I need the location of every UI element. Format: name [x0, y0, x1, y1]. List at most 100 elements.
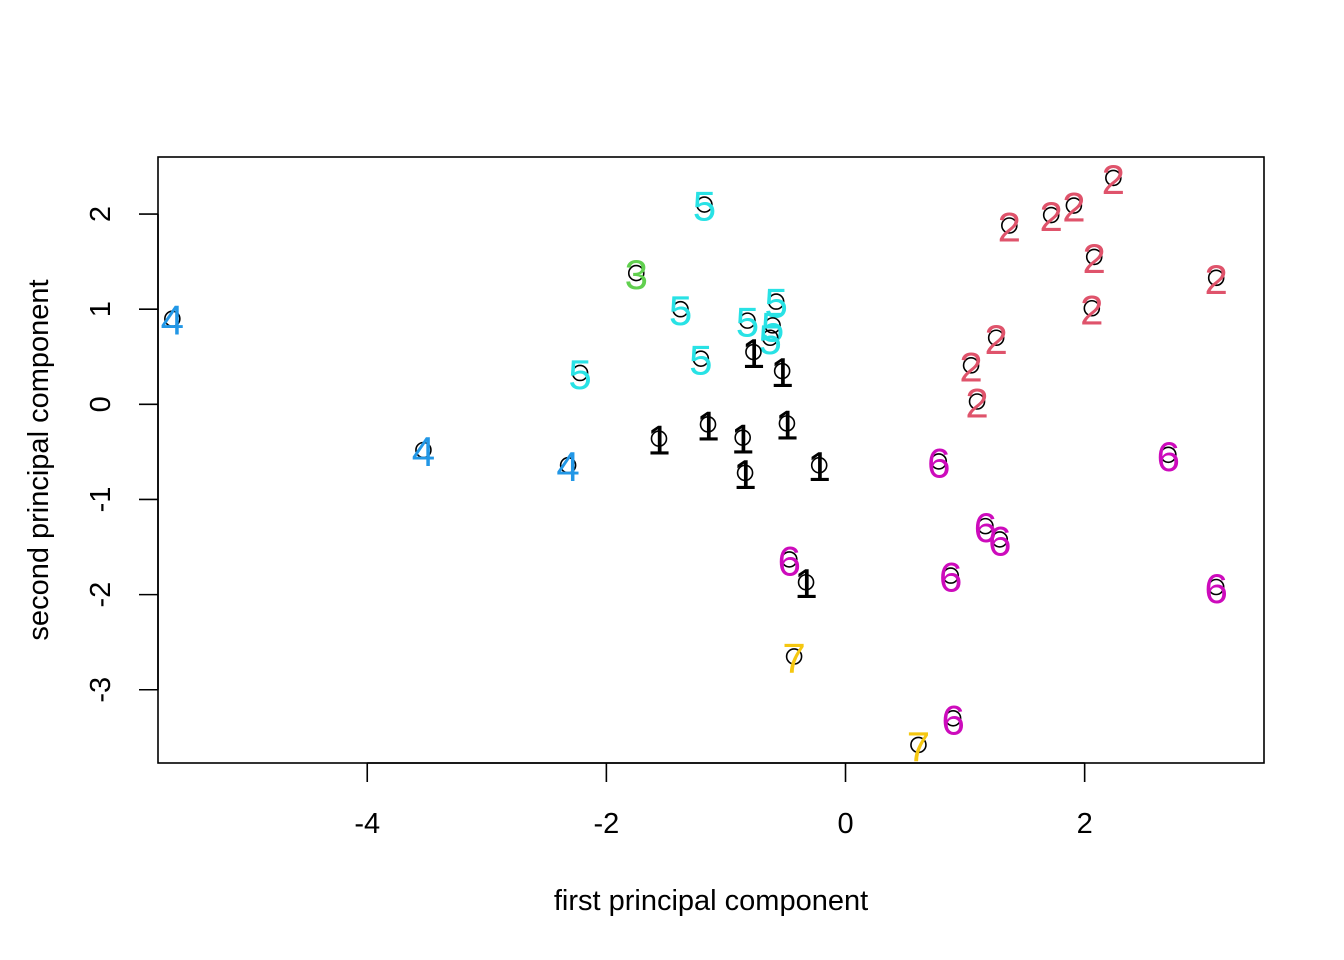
data-point: 6	[1204, 565, 1227, 612]
data-point: 7	[907, 723, 930, 770]
point-marker	[761, 329, 779, 347]
point-marker	[767, 293, 785, 310]
point-marker	[627, 264, 645, 282]
point-marker	[1105, 169, 1122, 187]
point-marker	[692, 350, 710, 367]
point-group-label: 2	[959, 343, 982, 390]
point-group-label: 7	[782, 634, 805, 681]
x-tick-label: 0	[837, 808, 853, 840]
data-point: 2	[1039, 193, 1062, 240]
point-group-label: 1	[770, 349, 793, 396]
point-group-label: 2	[1083, 235, 1106, 282]
point-marker	[745, 343, 762, 361]
x-axis: -4 -2 0 2	[354, 762, 1093, 840]
point-marker	[910, 736, 927, 754]
point-marker	[672, 300, 689, 318]
y-tick-label: -2	[85, 582, 117, 608]
data-point: 5	[759, 316, 782, 363]
point-group-label: 5	[759, 316, 782, 363]
point-group-label: 1	[808, 443, 831, 490]
point-group-label: 7	[907, 723, 930, 770]
point-marker	[1207, 269, 1225, 287]
point-marker	[699, 416, 717, 433]
data-point: 5	[568, 351, 591, 398]
point-marker	[991, 531, 1009, 548]
point-group-label: 2	[1062, 184, 1085, 231]
point-marker	[571, 364, 589, 382]
data-point: 1	[808, 443, 831, 490]
y-tick-label: -3	[85, 677, 117, 703]
point-group-label: 4	[412, 428, 435, 475]
point-group-label: 5	[736, 299, 759, 346]
data-point: 2	[1080, 286, 1103, 333]
data-point: 1	[775, 401, 798, 448]
point-group-label: 2	[1039, 193, 1062, 240]
data-point: 2	[1083, 235, 1106, 282]
data-point: 5	[736, 299, 759, 346]
point-group-label: 6	[1204, 565, 1227, 612]
data-point: 2	[998, 203, 1021, 250]
data-point: 1	[742, 330, 765, 377]
point-group-label: 1	[733, 451, 756, 498]
data-point: 1	[770, 349, 793, 396]
data-point: 1	[794, 560, 817, 607]
data-point: 5	[764, 280, 787, 327]
point-group-label: 6	[939, 554, 962, 601]
data-point: 6	[1157, 433, 1180, 480]
point-group-label: 5	[689, 337, 712, 384]
data-point: 4	[161, 297, 184, 344]
point-marker	[778, 415, 796, 432]
point-marker	[1207, 578, 1225, 596]
data-point: 3	[625, 251, 648, 298]
point-marker	[773, 362, 791, 380]
point-marker	[968, 393, 986, 410]
data-point: 5	[689, 337, 712, 384]
point-marker	[1160, 446, 1177, 464]
point-marker	[1001, 217, 1018, 234]
data-point: 5	[693, 183, 716, 230]
point-marker	[734, 429, 751, 446]
point-group-label: 1	[775, 401, 798, 448]
point-marker	[930, 453, 948, 470]
point-group-label: 2	[1204, 256, 1227, 303]
data-point: 7	[782, 634, 805, 681]
point-group-label: 4	[161, 297, 184, 344]
point-group-label: 2	[1080, 286, 1103, 333]
y-tick-label: 2	[85, 206, 117, 222]
point-marker	[942, 567, 960, 584]
point-marker	[781, 551, 798, 568]
point-group-label: 1	[696, 402, 719, 449]
point-marker	[696, 196, 713, 213]
point-marker	[1085, 248, 1103, 266]
data-point: 2	[959, 343, 982, 390]
y-axis: -3 -2 -1 0 1 2	[85, 206, 159, 703]
y-tick-label: 0	[85, 396, 117, 412]
point-group-label: 2	[965, 379, 988, 426]
point-group-label: 5	[764, 280, 787, 327]
y-tick-label: -1	[85, 487, 117, 513]
point-group-label: 1	[647, 417, 670, 464]
point-group-label: 4	[556, 443, 579, 490]
point-marker	[797, 573, 815, 591]
data-point: 4	[556, 443, 579, 490]
point-marker	[650, 430, 668, 447]
point-marker	[764, 317, 781, 334]
data-point: 1	[733, 451, 756, 498]
x-tick-label: -4	[354, 808, 380, 840]
point-group-label: 5	[693, 183, 716, 230]
point-group-label: 2	[984, 316, 1007, 363]
data-point: 6	[974, 504, 997, 551]
data-point: 5	[669, 287, 692, 334]
point-group-label: 1	[731, 416, 754, 463]
point-marker	[415, 441, 432, 459]
data-point: 2	[1062, 184, 1085, 231]
x-tick-label: -2	[593, 808, 619, 840]
data-point: 1	[696, 402, 719, 449]
point-marker	[987, 329, 1005, 347]
y-axis-label: second principal component	[23, 279, 55, 640]
point-group-label: 3	[625, 251, 648, 298]
point-group-label: 6	[778, 537, 801, 584]
point-marker	[962, 357, 980, 374]
point-group-label: 6	[941, 696, 964, 743]
